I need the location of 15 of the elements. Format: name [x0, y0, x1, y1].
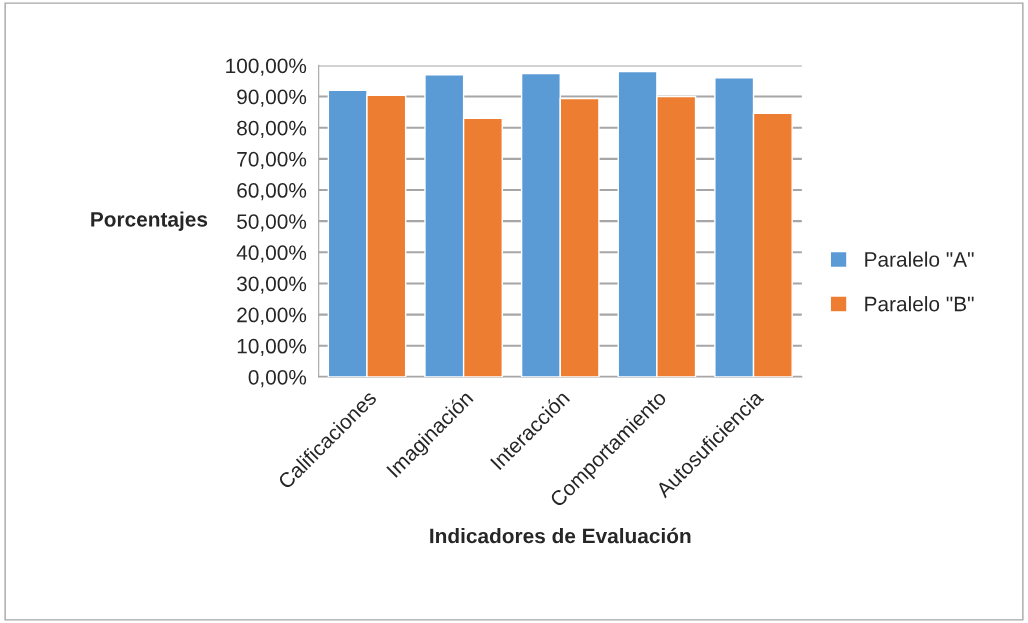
y-axis-title: Porcentajes [91, 211, 208, 231]
y-tick-label: 80,00% [237, 120, 307, 138]
legend-label: Paralelo "B" [865, 296, 974, 312]
y-tick-label: 60,00% [237, 183, 307, 201]
y-tick-label: 40,00% [236, 245, 307, 263]
y-tick-label: 10,00% [237, 338, 307, 356]
y-tick-label: 70,00% [237, 151, 307, 170]
y-tick-label: 90,00% [237, 89, 307, 107]
y-tick-label: 20,00% [237, 307, 307, 325]
x-axis-title: Indicadores de Evaluación [430, 527, 691, 544]
y-tick-label: 30,00% [237, 276, 307, 294]
legend-label: Paralelo "A" [865, 251, 974, 267]
y-tick-label: 50,00% [237, 214, 307, 232]
y-tick-label: 0,00% [248, 369, 307, 388]
y-tick-label: 100,00% [226, 58, 307, 76]
